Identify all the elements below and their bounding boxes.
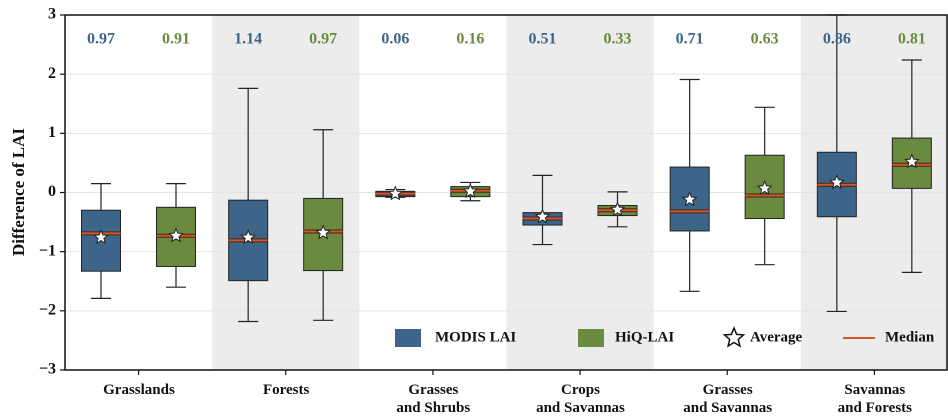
x-tick-label: Grasslands xyxy=(103,382,175,398)
mean-star xyxy=(168,227,184,243)
x-tick-label: Forests xyxy=(262,382,310,398)
score-label: 0.33 xyxy=(604,31,632,48)
mean-star xyxy=(240,229,257,245)
legend-swatch xyxy=(578,329,604,347)
score-label: 0.86 xyxy=(823,31,851,48)
score-label: 0.91 xyxy=(162,31,190,48)
x-tick-label: Grasses and Savannas xyxy=(683,382,773,416)
mean-star xyxy=(315,224,332,240)
x-tick-label: Savannas and Forests xyxy=(837,382,912,416)
score-label: 0.51 xyxy=(529,31,557,48)
score-label: 0.16 xyxy=(456,31,484,48)
plot-frame xyxy=(64,14,948,371)
legend-label: HiQ-LAI xyxy=(615,329,674,345)
legend-label: Median xyxy=(885,329,935,345)
x-tick-label: Crops and Savannas xyxy=(536,382,625,416)
score-label: 0.63 xyxy=(751,31,779,48)
mean-star xyxy=(681,191,698,207)
score-label: 0.06 xyxy=(381,31,409,48)
mean-star xyxy=(462,183,479,199)
y-tick-label: 3 xyxy=(48,6,56,23)
legend-swatch xyxy=(395,329,421,347)
legend-label: MODIS LAI xyxy=(435,329,516,345)
mean-star xyxy=(828,174,845,190)
y-axis-label: Difference of LAI xyxy=(9,128,28,256)
legend-star xyxy=(722,326,746,348)
legend-label: Average xyxy=(750,329,803,345)
score-label: 0.97 xyxy=(87,31,115,48)
score-label: 1.14 xyxy=(234,31,262,48)
y-tick-label: −1 xyxy=(39,242,56,259)
y-tick-label: −2 xyxy=(39,302,56,319)
mean-star xyxy=(903,153,920,169)
mean-star xyxy=(93,229,109,245)
y-tick-label: −3 xyxy=(39,361,56,378)
score-label: 0.81 xyxy=(898,31,926,48)
y-tick-label: 2 xyxy=(48,65,56,82)
y-tick-label: 1 xyxy=(48,124,56,141)
score-label: 0.97 xyxy=(309,31,337,48)
mean-star xyxy=(387,185,404,201)
mean-star xyxy=(534,208,551,224)
y-tick-label: 0 xyxy=(48,183,56,200)
mean-star xyxy=(609,201,626,217)
x-tick-label: Grasses and Shrubs xyxy=(396,382,471,416)
score-label: 0.71 xyxy=(676,31,704,48)
mean-star xyxy=(756,180,773,196)
